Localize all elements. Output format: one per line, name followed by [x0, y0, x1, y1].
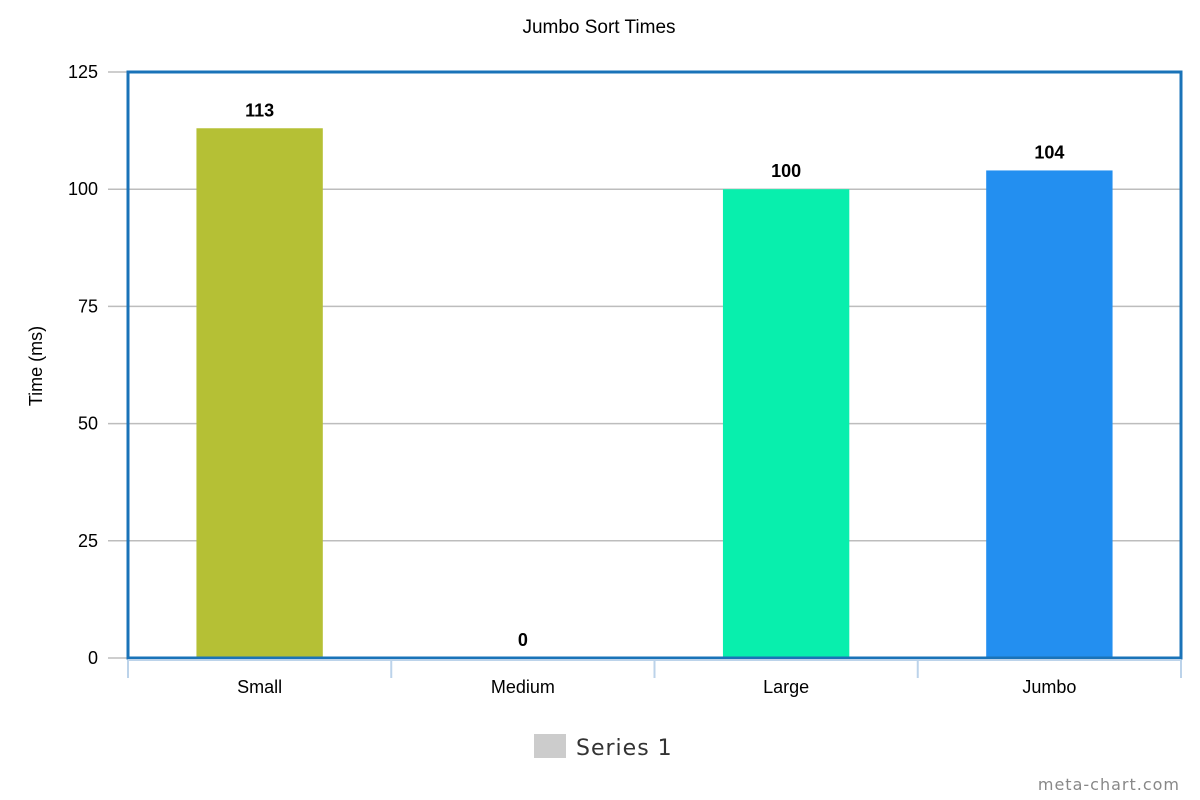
data-label: 104	[1034, 142, 1064, 162]
legend-label[interactable]: Series 1	[576, 736, 673, 761]
y-tick-label: 50	[78, 414, 98, 434]
y-tick-label: 25	[78, 531, 98, 551]
x-tick-label: Medium	[491, 677, 555, 697]
data-label: 100	[771, 161, 801, 181]
credit-text: meta-chart.com	[1038, 775, 1180, 794]
plot-frame	[126, 70, 1183, 660]
bar-large[interactable]	[722, 189, 850, 658]
y-axis-label: Time (ms)	[26, 326, 46, 406]
bar-small[interactable]	[196, 128, 323, 659]
y-tick-label: 75	[78, 296, 98, 316]
x-tick-label: Large	[763, 677, 809, 697]
data-label: 113	[245, 100, 274, 120]
y-tick-label: 125	[68, 62, 98, 82]
y-tick-label: 100	[68, 179, 98, 199]
data-label: 0	[518, 630, 528, 650]
legend-swatch[interactable]	[534, 734, 566, 758]
y-tick-label: 0	[88, 648, 98, 668]
chart-title: Jumbo Sort Times	[522, 17, 675, 38]
legend[interactable]: Series 1	[534, 734, 673, 761]
x-tick-label: Jumbo	[1022, 677, 1076, 697]
x-tick-label: Small	[237, 677, 282, 697]
bar-jumbo[interactable]	[986, 170, 1113, 658]
